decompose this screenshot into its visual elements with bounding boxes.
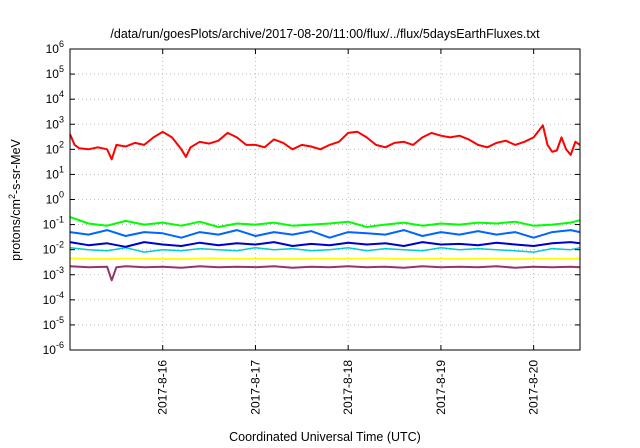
y-tick-label: 10-1: [43, 215, 64, 232]
series-line-2: [69, 216, 581, 228]
series-line-6: [69, 257, 581, 261]
y-tick-base: 10: [43, 343, 57, 357]
chart-ticks: [70, 48, 580, 351]
y-tick-power: -4: [56, 290, 64, 300]
y-axis-title-sup: 2: [7, 194, 17, 199]
y-tick-power: -1: [56, 215, 64, 225]
y-tick-power: 4: [59, 89, 64, 99]
series-line-4: [69, 246, 581, 253]
series-line-3: [69, 229, 581, 239]
y-tick-base: 10: [46, 92, 60, 106]
y-tick-power: -6: [56, 340, 64, 350]
y-tick-power: 0: [59, 190, 64, 200]
y-tick-base: 10: [46, 167, 60, 181]
y-tick-base: 10: [43, 243, 57, 257]
series-line-1: [69, 124, 581, 161]
y-tick-power: 5: [59, 64, 64, 74]
x-tick-labels: 2017-8-16 2017-8-17 2017-8-18 2017-8-19 2017…: [156, 360, 541, 415]
y-tick-label: 100: [46, 190, 64, 207]
y-tick-label: 10-2: [43, 240, 64, 257]
y-tick-label: 10-4: [43, 290, 64, 307]
y-tick-power: 1: [59, 164, 64, 174]
x-tick-label: 2017-8-19: [434, 360, 448, 415]
y-tick-label: 106: [46, 39, 64, 56]
y-tick-base: 10: [46, 142, 60, 156]
x-tick-label: 2017-8-18: [341, 360, 355, 415]
x-tick-label: 2017-8-20: [527, 360, 541, 415]
y-tick-power: -2: [56, 240, 64, 250]
y-tick-power: -5: [56, 315, 64, 325]
y-tick-base: 10: [43, 218, 57, 232]
y-axis-title-main: protons/cm: [9, 199, 23, 261]
y-tick-base: 10: [46, 67, 60, 81]
series-line-5: [69, 241, 581, 248]
y-tick-label: 103: [46, 114, 64, 131]
y-tick-label: 104: [46, 89, 64, 106]
y-tick-base: 10: [43, 268, 57, 282]
y-tick-base: 10: [43, 293, 57, 307]
y-tick-label: 102: [46, 139, 64, 156]
y-tick-power: -3: [56, 265, 64, 275]
y-axis-title-rest: -s-sr-MeV: [9, 138, 23, 194]
x-tick-label: 2017-8-16: [156, 360, 170, 415]
y-tick-label: 10-6: [43, 340, 64, 357]
chart-grid: [70, 49, 580, 350]
series-line-7: [69, 265, 581, 282]
y-tick-power: 2: [59, 139, 64, 149]
y-tick-base: 10: [46, 117, 60, 131]
y-tick-label: 10-5: [43, 315, 64, 332]
y-tick-base: 10: [46, 193, 60, 207]
chart-series: [69, 124, 581, 282]
y-axis-title: protons/cm2-s-sr-MeV: [7, 138, 23, 260]
y-tick-label: 101: [46, 164, 64, 181]
chart-title: /data/run/goesPlots/archive/2017-08-20/1…: [110, 27, 540, 41]
y-tick-power: 3: [59, 114, 64, 124]
y-tick-base: 10: [46, 42, 60, 56]
x-axis-title: Coordinated Universal Time (UTC): [229, 430, 421, 444]
y-tick-labels: 10-610-510-410-310-210-11001011021031041…: [43, 39, 64, 357]
y-tick-power: 6: [59, 39, 64, 49]
y-tick-base: 10: [43, 318, 57, 332]
x-tick-label: 2017-8-17: [248, 360, 262, 415]
y-tick-label: 105: [46, 64, 64, 81]
y-tick-label: 10-3: [43, 265, 64, 282]
